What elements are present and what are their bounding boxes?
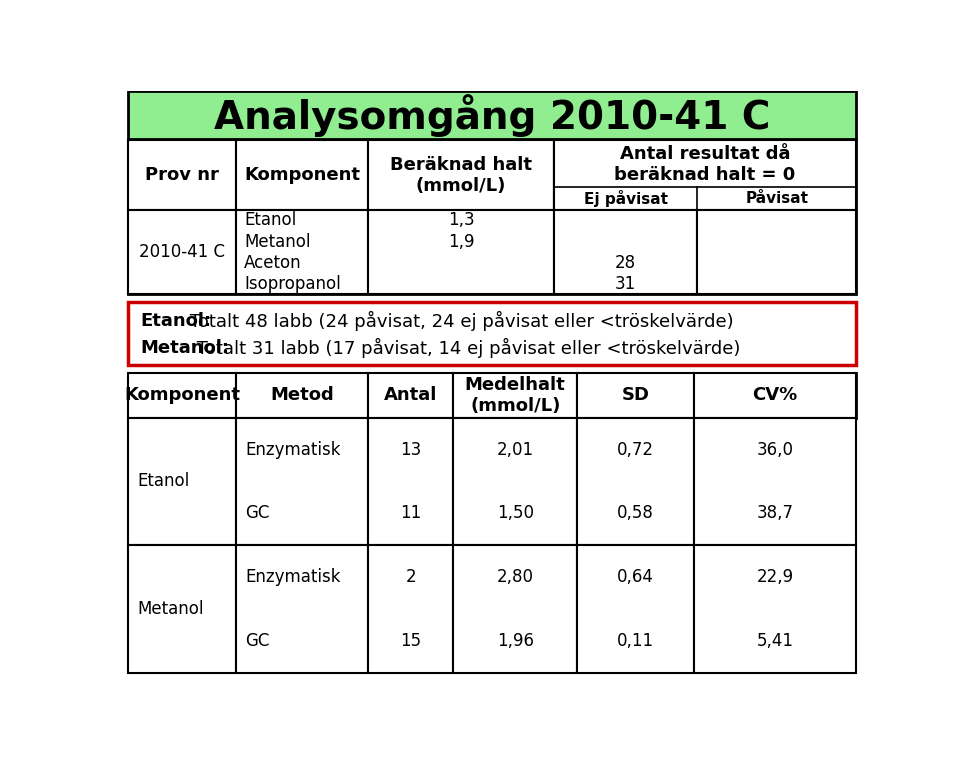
Text: CV%: CV% <box>753 386 798 404</box>
Text: 0,72: 0,72 <box>617 441 654 458</box>
Text: 11: 11 <box>400 504 421 522</box>
Bar <box>128 373 236 418</box>
Bar <box>128 302 856 366</box>
Text: Totalt 48 labb (24 påvisat, 24 ej påvisat eller <tröskelvärde): Totalt 48 labb (24 påvisat, 24 ej påvisa… <box>183 311 733 331</box>
Text: Prov nr: Prov nr <box>145 166 219 184</box>
Text: Isopropanol: Isopropanol <box>244 275 341 293</box>
Text: 1,3: 1,3 <box>447 211 474 230</box>
Text: Komponent: Komponent <box>244 166 360 184</box>
Text: 0,64: 0,64 <box>617 568 654 586</box>
Text: 5,41: 5,41 <box>756 632 793 650</box>
Bar <box>453 418 577 545</box>
Bar <box>236 141 368 210</box>
Text: Komponent: Komponent <box>124 386 240 404</box>
Bar <box>577 418 693 545</box>
Text: 28: 28 <box>615 254 636 272</box>
Text: Medelhalt
(mmol/L): Medelhalt (mmol/L) <box>465 376 565 415</box>
Bar <box>554 210 697 294</box>
Text: GC: GC <box>246 632 270 650</box>
Text: Antal: Antal <box>384 386 438 404</box>
Text: Totalt 31 labb (17 påvisat, 14 ej påvisat eller <tröskelvärde): Totalt 31 labb (17 påvisat, 14 ej påvisa… <box>191 337 741 358</box>
Bar <box>577 545 693 673</box>
Bar <box>697 210 856 294</box>
Text: Enzymatisk: Enzymatisk <box>246 568 341 586</box>
Text: Metanol:: Metanol: <box>140 339 229 356</box>
Text: Antal resultat då
beräknad halt = 0: Antal resultat då beräknad halt = 0 <box>614 145 796 184</box>
Bar <box>236 210 368 294</box>
Text: Analysomgång 2010-41 C: Analysomgång 2010-41 C <box>214 93 770 137</box>
Bar <box>236 373 368 418</box>
Text: Beräknad halt
(mmol/L): Beräknad halt (mmol/L) <box>390 156 532 195</box>
Bar <box>368 373 453 418</box>
Bar <box>128 141 856 294</box>
Text: Påvisat: Påvisat <box>745 191 808 206</box>
Bar <box>128 91 856 139</box>
Text: 22,9: 22,9 <box>756 568 793 586</box>
Bar <box>236 545 368 673</box>
Bar <box>368 210 554 294</box>
Text: Aceton: Aceton <box>244 254 301 272</box>
Bar <box>128 418 236 545</box>
Text: 0,11: 0,11 <box>617 632 654 650</box>
Text: 2,80: 2,80 <box>496 568 534 586</box>
Bar <box>128 373 856 418</box>
Bar <box>128 210 236 294</box>
Text: GC: GC <box>246 504 270 522</box>
Bar <box>368 141 554 210</box>
Text: SD: SD <box>621 386 649 404</box>
Bar <box>128 141 236 210</box>
Text: Metanol: Metanol <box>244 233 310 251</box>
Text: Metod: Metod <box>271 386 334 404</box>
Bar <box>554 141 856 210</box>
Text: 0,58: 0,58 <box>617 504 654 522</box>
Text: 1,96: 1,96 <box>496 632 534 650</box>
Bar <box>453 545 577 673</box>
Text: 13: 13 <box>400 441 421 458</box>
Bar <box>368 545 453 673</box>
Bar <box>577 373 693 418</box>
Text: Metanol: Metanol <box>137 600 204 618</box>
Text: Ej påvisat: Ej påvisat <box>584 190 668 207</box>
Text: 36,0: 36,0 <box>756 441 793 458</box>
Text: 2: 2 <box>405 568 416 586</box>
Bar <box>128 545 236 673</box>
Text: 31: 31 <box>615 275 636 293</box>
Bar <box>368 418 453 545</box>
Text: Etanol: Etanol <box>244 211 297 230</box>
Text: 15: 15 <box>400 632 421 650</box>
Bar <box>236 418 368 545</box>
Text: 2,01: 2,01 <box>496 441 534 458</box>
Bar <box>693 545 856 673</box>
Bar <box>697 141 856 210</box>
Bar <box>453 373 577 418</box>
Text: 1,9: 1,9 <box>447 233 474 251</box>
Text: 38,7: 38,7 <box>756 504 793 522</box>
Bar <box>554 141 697 210</box>
Bar <box>693 373 856 418</box>
Text: Etanol: Etanol <box>137 473 189 490</box>
Text: Enzymatisk: Enzymatisk <box>246 441 341 458</box>
Text: Etanol:: Etanol: <box>140 312 211 330</box>
Text: 1,50: 1,50 <box>496 504 534 522</box>
Text: 2010-41 C: 2010-41 C <box>139 243 225 261</box>
Bar <box>693 418 856 545</box>
